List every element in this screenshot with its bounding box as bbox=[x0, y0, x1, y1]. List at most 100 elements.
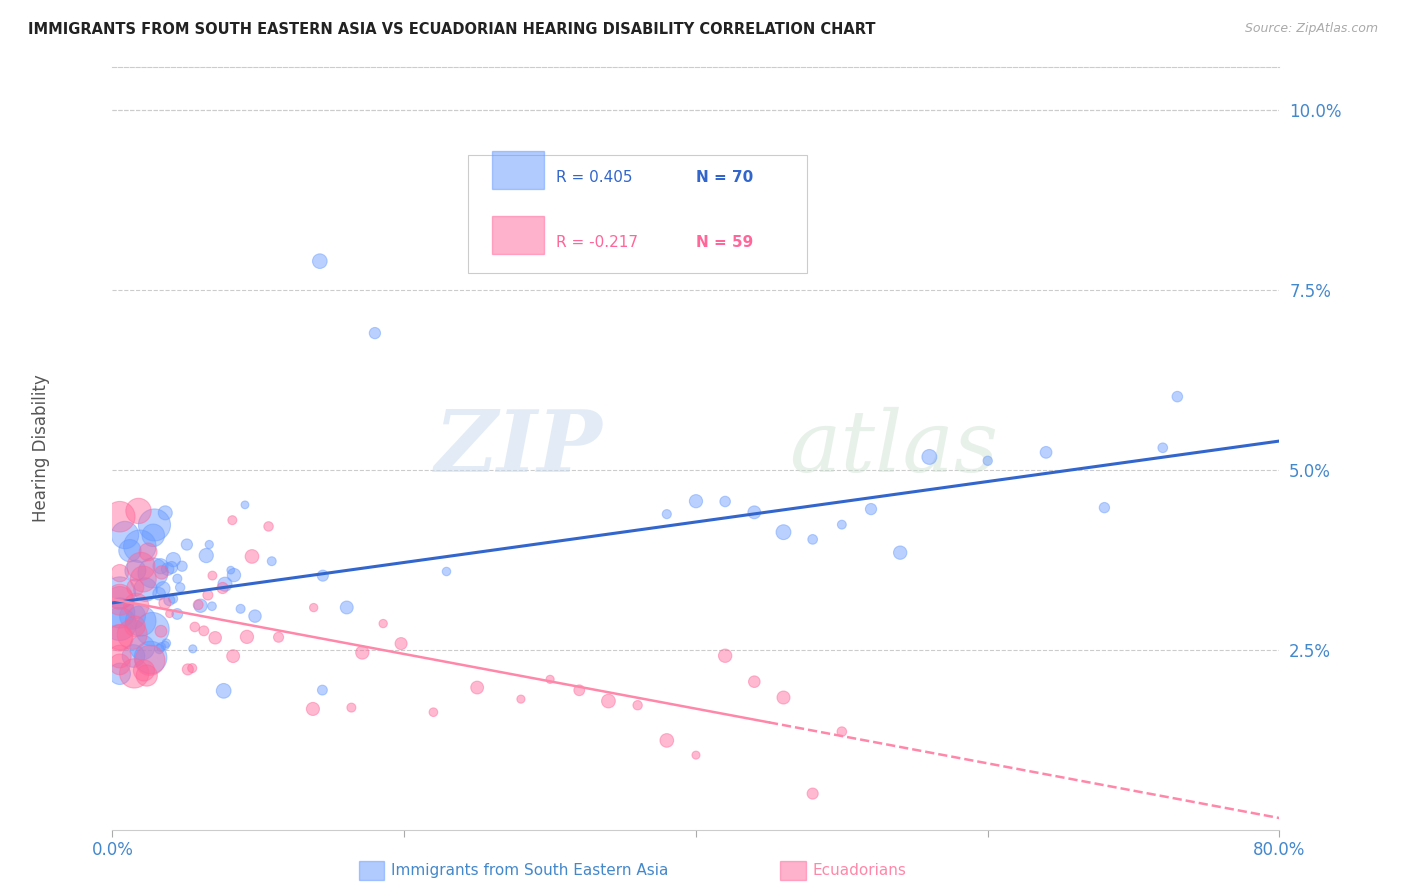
Point bbox=[236, 630, 259, 644]
Point bbox=[257, 519, 280, 533]
Point bbox=[212, 683, 235, 698]
Text: IMMIGRANTS FROM SOUTH EASTERN ASIA VS ECUADORIAN HEARING DISABILITY CORRELATION : IMMIGRANTS FROM SOUTH EASTERN ASIA VS EC… bbox=[28, 22, 876, 37]
Point bbox=[219, 563, 242, 577]
Point bbox=[122, 666, 145, 681]
Point bbox=[148, 642, 170, 657]
Text: N = 70: N = 70 bbox=[696, 169, 754, 185]
FancyBboxPatch shape bbox=[492, 151, 544, 189]
Point bbox=[214, 577, 236, 591]
Point bbox=[108, 649, 131, 664]
Text: R = -0.217: R = -0.217 bbox=[555, 235, 638, 250]
Point bbox=[742, 674, 765, 689]
Point bbox=[118, 543, 141, 558]
Point bbox=[177, 662, 200, 676]
Point bbox=[124, 619, 146, 633]
Point bbox=[129, 559, 152, 574]
Point bbox=[222, 568, 245, 582]
Point bbox=[201, 568, 224, 582]
Point bbox=[422, 705, 444, 719]
Point bbox=[538, 673, 561, 687]
Point bbox=[176, 537, 198, 551]
Point bbox=[159, 607, 181, 621]
Point bbox=[197, 588, 219, 602]
Point bbox=[598, 694, 620, 708]
Point bbox=[509, 692, 531, 706]
Point bbox=[114, 528, 136, 542]
Point bbox=[108, 630, 131, 644]
Point bbox=[150, 566, 173, 580]
Point bbox=[170, 559, 193, 574]
Point bbox=[156, 562, 179, 576]
Point bbox=[436, 565, 458, 579]
Point bbox=[221, 513, 243, 527]
Point bbox=[187, 598, 209, 612]
Point bbox=[1094, 500, 1116, 515]
Point bbox=[918, 450, 941, 464]
Text: N = 59: N = 59 bbox=[696, 235, 754, 250]
Point bbox=[976, 454, 998, 468]
Point bbox=[135, 668, 157, 682]
Point bbox=[364, 326, 387, 340]
Point bbox=[204, 631, 226, 645]
Point bbox=[108, 666, 131, 681]
Point bbox=[302, 702, 325, 716]
Point bbox=[108, 657, 131, 672]
Point bbox=[143, 518, 166, 533]
Point bbox=[139, 650, 162, 665]
Point bbox=[1152, 441, 1174, 455]
Text: ZIP: ZIP bbox=[434, 407, 603, 490]
Point bbox=[352, 646, 374, 660]
Point bbox=[142, 528, 165, 542]
Point bbox=[685, 494, 707, 508]
Point bbox=[742, 505, 765, 519]
Point bbox=[198, 537, 221, 551]
Point bbox=[233, 498, 256, 512]
Point bbox=[465, 681, 488, 695]
Point bbox=[193, 624, 215, 638]
Point bbox=[153, 596, 176, 610]
Point bbox=[336, 600, 359, 615]
Point bbox=[150, 640, 173, 654]
Point bbox=[108, 509, 131, 524]
Point bbox=[128, 504, 150, 518]
Point bbox=[149, 624, 172, 639]
Text: R = 0.405: R = 0.405 bbox=[555, 169, 633, 185]
Point bbox=[772, 525, 794, 540]
Point bbox=[1166, 390, 1188, 404]
Point bbox=[142, 566, 165, 580]
Point bbox=[108, 617, 131, 632]
Point bbox=[132, 664, 155, 678]
Point bbox=[831, 517, 853, 532]
Point bbox=[148, 587, 170, 601]
Point bbox=[152, 582, 174, 596]
FancyBboxPatch shape bbox=[492, 216, 544, 253]
Point bbox=[108, 606, 131, 620]
Point bbox=[128, 539, 150, 553]
Point bbox=[340, 700, 363, 714]
Point bbox=[132, 572, 155, 586]
Point bbox=[108, 631, 131, 645]
Point bbox=[801, 533, 824, 547]
Point bbox=[312, 568, 335, 582]
Point bbox=[155, 506, 177, 520]
Point bbox=[141, 622, 163, 636]
Point bbox=[162, 552, 184, 566]
Point bbox=[302, 600, 325, 615]
Point bbox=[160, 560, 183, 574]
Point bbox=[181, 661, 204, 675]
Point bbox=[124, 564, 146, 578]
Point bbox=[153, 639, 176, 653]
Point bbox=[124, 581, 146, 595]
FancyBboxPatch shape bbox=[468, 154, 807, 273]
Point bbox=[311, 683, 333, 698]
Point bbox=[166, 607, 188, 621]
Text: Source: ZipAtlas.com: Source: ZipAtlas.com bbox=[1244, 22, 1378, 36]
Point bbox=[655, 733, 678, 747]
Point bbox=[122, 648, 145, 663]
Text: Immigrants from South Eastern Asia: Immigrants from South Eastern Asia bbox=[391, 863, 668, 878]
Point bbox=[801, 787, 824, 801]
Point bbox=[195, 549, 218, 563]
Point bbox=[121, 609, 143, 624]
Point bbox=[831, 724, 853, 739]
Point bbox=[1035, 445, 1057, 459]
